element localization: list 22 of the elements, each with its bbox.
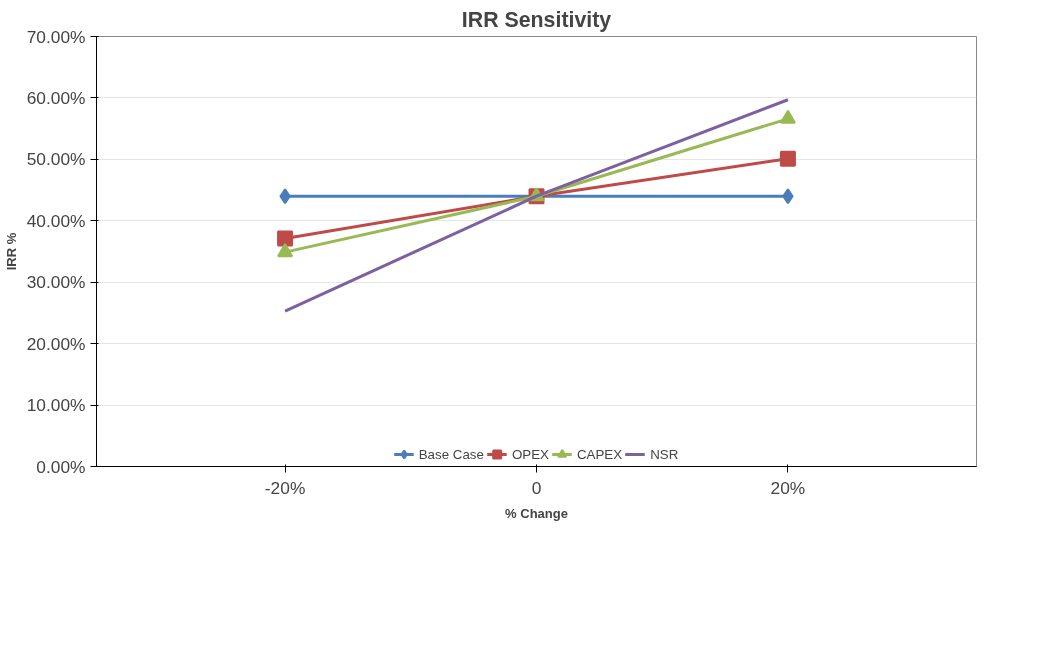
y-tick-label: 20.00%: [26, 333, 86, 354]
x-tick-label: 0: [531, 477, 542, 498]
point: [277, 243, 294, 258]
legend-label: NSR: [650, 446, 679, 462]
legend-label: CAPEX: [576, 446, 623, 462]
x-tick-label: -20%: [264, 477, 306, 498]
y-tick-label: 70.00%: [26, 26, 86, 47]
point: [779, 109, 796, 124]
x-axis-title: % Change: [505, 505, 568, 521]
y-axis-title: IRR %: [3, 232, 19, 271]
legend-label: Base Case: [418, 446, 484, 462]
x-tick-label: 20%: [770, 477, 806, 498]
chart-title: IRR Sensitivity: [461, 7, 612, 32]
y-tick-label: 60.00%: [26, 87, 86, 108]
y-tick-label: 10.00%: [26, 395, 86, 416]
y-tick-label: 40.00%: [26, 210, 86, 231]
y-tick-label: 0.00%: [36, 456, 86, 477]
point: [779, 150, 796, 167]
point: [277, 230, 294, 247]
y-tick-label: 30.00%: [26, 272, 86, 293]
y-tick-label: 50.00%: [26, 149, 86, 170]
legend-label: OPEX: [511, 446, 549, 462]
